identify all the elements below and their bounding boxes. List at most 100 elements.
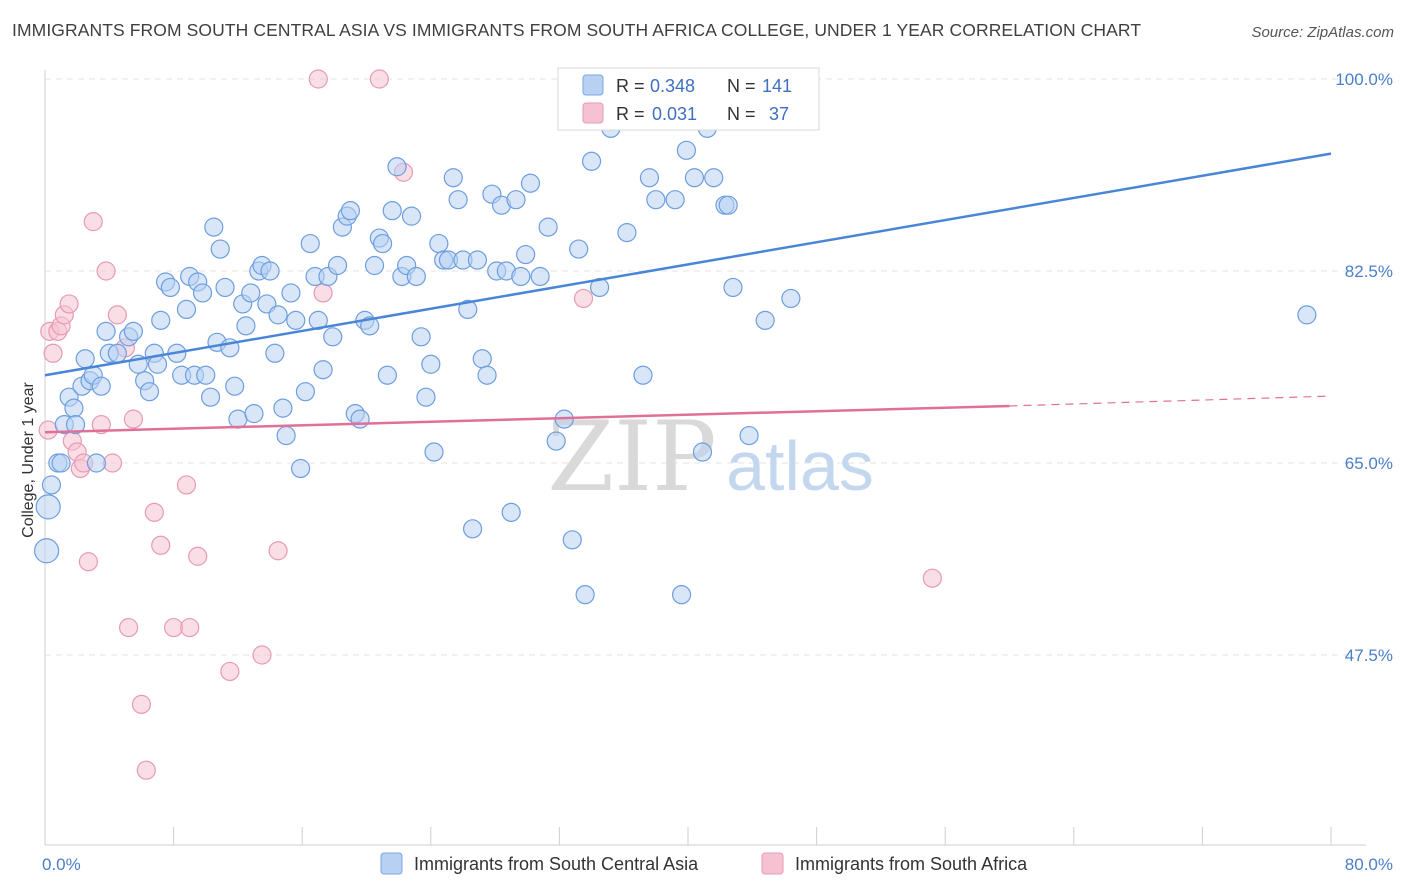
south-central-asia-point-114 [575, 585, 595, 605]
south-africa-point-15 [107, 305, 127, 325]
south-central-asia-point-37 [204, 217, 224, 237]
legend-n-label-2: N = [727, 104, 756, 124]
south-central-asia-point-84 [411, 327, 431, 347]
south-central-asia-point-85 [416, 387, 436, 407]
south-central-asia-point-34 [192, 283, 213, 303]
south-central-asia-point-10 [75, 349, 95, 369]
south-central-asia-point-59 [295, 382, 316, 402]
south-central-asia-point-8 [65, 415, 86, 435]
y-tick-labels: 100.0% 82.5% 65.0% 47.5% [1335, 70, 1393, 665]
south-africa-point-18 [131, 694, 152, 714]
south-central-asia-point-69 [340, 201, 361, 221]
south-central-asia-point-66 [327, 255, 348, 276]
south-africa-point-2 [43, 343, 63, 363]
south-africa-point-22 [164, 617, 184, 638]
south-central-asia-point-14 [91, 376, 111, 396]
south-africa-point-35 [78, 552, 99, 572]
south-central-asia-point-109 [538, 217, 558, 237]
south-central-asia-point-53 [268, 305, 288, 325]
legend-box: R = 0.348 N = 141 R = 0.031 N = 37 [557, 67, 820, 131]
south-central-asia-point-120 [639, 168, 660, 188]
south-africa-point-36 [118, 617, 139, 638]
bottom-legend-swatch-blue [380, 852, 403, 875]
legend-n-value-1: 141 [762, 76, 792, 96]
south-central-asia-point-121 [646, 190, 666, 210]
south-africa-point-34 [922, 568, 942, 588]
trend-lines [44, 152, 1332, 434]
y-axis-title: College, Under 1 year [20, 382, 37, 538]
south-africa-point-31 [369, 69, 389, 89]
south-central-asia-point-43 [228, 409, 248, 429]
south-central-asia-point-115 [581, 151, 602, 171]
south-central-asia-point-128 [704, 168, 724, 188]
south-central-asia-point-82 [401, 206, 422, 226]
series-south-africa [38, 69, 942, 780]
south-central-asia-point-123 [671, 585, 692, 605]
legend-r-value-2: 0.031 [652, 104, 697, 124]
watermark: ZIP atlas [547, 401, 874, 513]
source-label: Source: ZipAtlas.com [1251, 24, 1394, 41]
south-africa-point-23 [176, 475, 197, 495]
south-central-asia-point-79 [387, 157, 407, 177]
south-central-asia-point-54 [273, 398, 293, 418]
south-central-asia-point-83 [406, 266, 426, 287]
south-africa-point-25 [188, 546, 208, 566]
south-central-asia-point-86 [421, 354, 441, 374]
south-central-asia-point-105 [511, 266, 531, 287]
south-africa-point-6 [59, 294, 79, 314]
south-central-asia-point-74 [364, 255, 385, 276]
south-africa-point-12 [91, 415, 111, 435]
grid-lines [45, 78, 1366, 656]
south-central-asia-point-30 [176, 299, 197, 319]
south-central-asia-point-125 [684, 168, 705, 188]
x-tick-label-0: 0.0% [42, 855, 81, 874]
south-central-asia-point-51 [260, 261, 280, 281]
legend-swatch-pink [582, 102, 604, 124]
south-central-asia-point-46 [241, 283, 261, 303]
south-central-asia-point-17 [107, 343, 127, 363]
south-central-asia-point-71 [350, 409, 370, 429]
south-central-asia-point-22 [139, 382, 160, 402]
south-central-asia-point-110 [546, 431, 566, 451]
south-central-asia-point-58 [290, 458, 311, 479]
axes [44, 70, 1366, 846]
legend-r-label-2: R = [616, 104, 645, 124]
south-africa-point-33 [573, 288, 594, 309]
x-tick-labels: 0.0% 80.0% [42, 855, 1393, 874]
south-central-asia-point-77 [377, 365, 397, 385]
south-central-asia-point-47 [244, 404, 264, 424]
legend-r-label-1: R = [616, 76, 645, 96]
south-central-asia-point-60 [300, 233, 320, 254]
south-central-asia-point-112 [562, 530, 582, 550]
south-central-asia-point-73 [360, 316, 380, 336]
bottom-legend-label-pink: Immigrants from South Africa [795, 854, 1028, 874]
south-central-asia-point-122 [665, 190, 685, 210]
y-tick-label-2: 65.0% [1345, 454, 1393, 473]
south-central-asia-point-42 [225, 376, 245, 396]
legend-swatch-blue [582, 74, 604, 96]
south-central-asia-point-13 [86, 453, 107, 473]
south-central-asia-point-91 [443, 168, 463, 188]
bottom-legend: Immigrants from South Central Asia Immig… [380, 852, 1028, 875]
south-africa-point-14 [102, 453, 123, 473]
south-africa-point-28 [268, 541, 288, 561]
south-africa-point-20 [144, 502, 164, 522]
south-central-asia-point-107 [520, 173, 541, 193]
trend-line-blue [44, 152, 1332, 377]
south-central-asia-point-2 [41, 475, 62, 495]
south-central-asia-point-96 [467, 250, 488, 270]
south-central-asia-point-104 [506, 190, 526, 210]
south-africa-point-0 [38, 420, 58, 440]
south-central-asia-point-133 [755, 310, 775, 330]
south-central-asia-point-27 [160, 277, 180, 298]
south-central-asia-point-35 [196, 365, 216, 385]
south-africa-point-26 [220, 661, 240, 682]
south-central-asia-point-45 [236, 316, 256, 336]
south-central-asia-point-19 [123, 321, 144, 341]
south-central-asia-point-63 [313, 360, 333, 380]
south-central-asia-point-113 [569, 239, 589, 259]
south-africa-point-19 [136, 760, 156, 780]
south-africa-point-21 [151, 535, 171, 555]
south-central-asia-point-126 [692, 442, 713, 462]
